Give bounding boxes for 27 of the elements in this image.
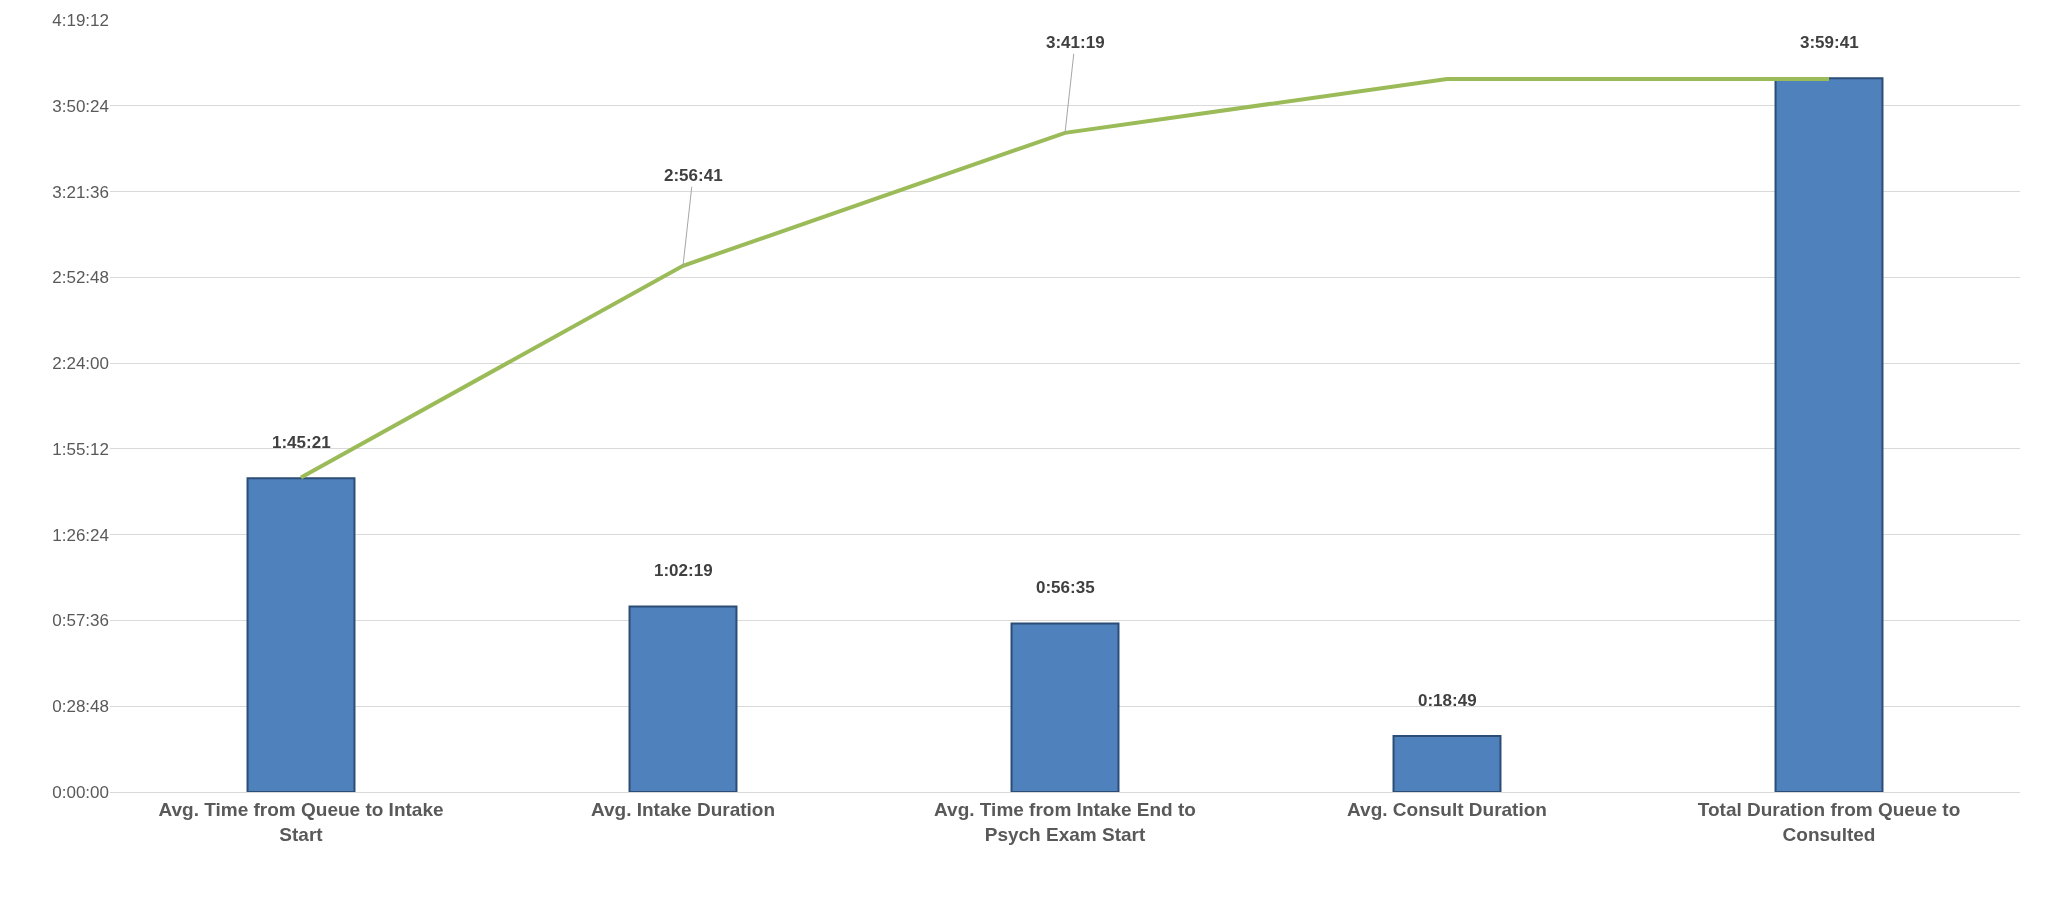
x-tick-label: Avg. Consult Duration xyxy=(1347,798,1547,820)
y-tick-label: 0:00:00 xyxy=(52,782,109,802)
data-label: 0:56:35 xyxy=(1036,578,1095,597)
y-tick-label: 3:50:24 xyxy=(52,96,109,116)
bar xyxy=(1392,734,1502,792)
bar xyxy=(1774,77,1884,792)
y-tick-label: 3:21:36 xyxy=(52,182,109,202)
bar xyxy=(1010,622,1120,792)
data-label: 1:02:19 xyxy=(654,561,713,580)
y-tick-label: 4:19:12 xyxy=(52,10,109,30)
y-tick-label: 1:26:24 xyxy=(52,525,109,545)
y-tick-label: 0:57:36 xyxy=(52,611,109,631)
y-tick-label: 1:55:12 xyxy=(52,439,109,459)
data-label: 0:18:49 xyxy=(1418,691,1477,710)
x-tick-label: Avg. Intake Duration xyxy=(590,798,776,820)
bar xyxy=(628,605,738,792)
data-label: 2:56:41 xyxy=(664,166,723,185)
bar xyxy=(246,477,356,792)
data-label: 3:41:19 xyxy=(1046,33,1105,52)
x-tick-label: Total Duration from Queue to Consulted xyxy=(1697,798,1961,845)
y-tick-label: 0:28:48 xyxy=(52,697,109,717)
x-tick-label: Avg. Time from Intake End to Psych Exam Start xyxy=(934,798,1196,845)
data-label: 1:45:21 xyxy=(272,433,331,452)
x-tick-label: Avg. Time from Queue to Intake Start xyxy=(158,798,444,845)
y-tick-label: 2:52:48 xyxy=(52,268,109,288)
y-tick-label: 2:24:00 xyxy=(52,354,109,374)
data-label: 3:59:41 xyxy=(1800,33,1859,52)
